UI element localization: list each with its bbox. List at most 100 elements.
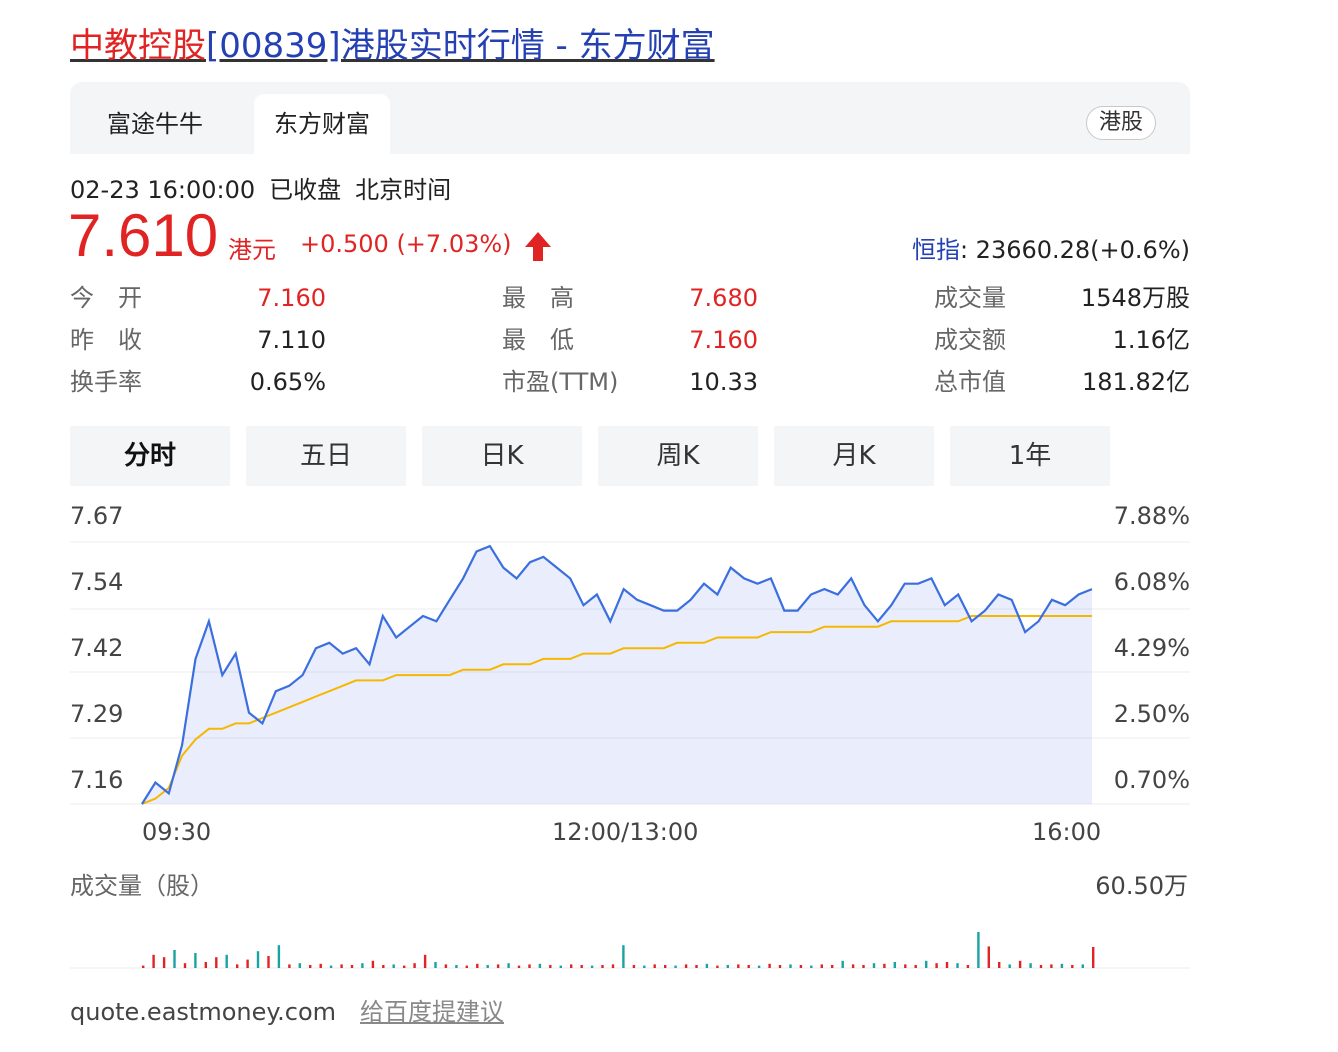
last-price: 7.610 [68,202,219,269]
volume-bar [695,965,698,968]
volume-bar [361,963,364,968]
price-area-fill [142,546,1092,804]
stat-prev-close-label: 昨 收 [70,326,142,354]
tab-daily-k[interactable]: 日K [422,426,582,486]
volume-bar [820,964,823,968]
volume-bar [162,957,166,968]
stat-prev-close: 昨 收 7.110 [70,320,326,362]
volume-bar [152,954,155,968]
volume-bar [194,953,197,968]
volume-bar [340,964,343,968]
volume-bar [413,963,416,968]
volume-bar [643,965,646,968]
page-title-link[interactable]: 中教控股[00839]港股实时行情 - 东方财富 [70,24,715,68]
tab-intraday[interactable]: 分时 [70,426,230,486]
volume-bar [580,965,583,968]
stat-amount-label: 成交额 [934,326,1006,354]
volume-bar [183,963,187,968]
up-arrow-icon [525,232,551,261]
volume-bar [737,964,740,968]
volume-bar [1018,960,1022,968]
volume-bar [747,965,750,968]
volume-bar [309,965,312,968]
volume-bar [925,960,928,968]
volume-bar [392,964,395,968]
volume-bar [716,965,719,968]
volume-bar [371,960,375,968]
stat-open: 今 开 7.160 [70,278,326,320]
footer: quote.eastmoney.com 给百度提建议 [70,992,504,1027]
volume-bar [236,964,239,968]
volume-bar [444,964,448,968]
stat-prev-close-value: 7.110 [257,326,326,354]
timezone-label: 北京时间 [355,176,452,204]
price-axis-label: 7.29 [70,700,124,728]
volume-bar [1071,965,1074,968]
quote-status: 02-23 16:00:00 已收盘 北京时间 [70,170,465,205]
volume-bar [998,962,1001,968]
volume-bar [486,965,489,968]
tab-weekly-k[interactable]: 周K [598,426,758,486]
stat-volume-value: 1548万股 [1080,284,1190,312]
tab-eastmoney[interactable]: 东方财富 [254,94,390,154]
tab-1year[interactable]: 1年 [950,426,1110,486]
tab-monthly-k[interactable]: 月K [774,426,934,486]
stat-open-value: 7.160 [257,284,326,312]
volume-bar [664,965,667,968]
volume-bar [632,965,636,968]
volume-bar [883,963,886,968]
volume-bar [862,965,865,968]
volume-bars [70,932,1190,969]
stat-low-value: 7.160 [689,326,758,354]
volume-bar [674,965,677,968]
stat-pe-value: 10.33 [689,368,758,396]
pct-axis-label: 2.50% [1113,700,1190,728]
volume-bar [288,964,291,968]
volume-bar [851,964,855,968]
chart-grid [70,541,1190,805]
stat-low-label: 最 低 [502,326,574,354]
stat-amount: 成交额 1.16亿 [934,320,1190,362]
volume-bar [768,963,771,968]
volume-bar [142,965,145,968]
feedback-link[interactable]: 给百度提建议 [360,998,505,1026]
stat-pe: 市盈(TTM) 10.33 [502,362,758,404]
stat-turnover-rate: 换手率 0.65% [70,362,326,404]
volume-bar [1092,947,1095,968]
volume-bar [601,965,604,968]
stat-turnover-rate-label: 换手率 [70,368,142,396]
hsi-index[interactable]: 恒指: 23660.28(+0.6%) [912,230,1190,265]
time-axis-label: 12:00/13:00 [552,818,699,846]
volume-bar [1060,963,1064,968]
price-axis-label: 7.16 [70,766,124,794]
time-axis-label: 09:30 [142,818,212,846]
stat-volume: 成交量 1548万股 [934,278,1190,320]
stat-amount-value: 1.16亿 [1112,326,1190,354]
title-stock-name: 中教控股 [70,26,206,66]
price-axis-label: 7.42 [70,634,124,662]
stat-mktcap-value: 181.82亿 [1082,368,1190,396]
volume-bar [872,963,876,968]
volume-title: 成交量（股） [70,872,214,900]
pct-axis-label: 0.70% [1113,766,1190,794]
volume-bar [476,963,479,968]
volume-bar [977,932,980,968]
volume-bar [225,954,228,968]
hsi-value: : 23660.28(+0.6%) [959,236,1190,264]
volume-bar [726,965,729,968]
volume-bar [423,954,427,968]
volume-bar [277,945,281,968]
tab-5day[interactable]: 五日 [246,426,406,486]
volume-bar [507,963,510,968]
title-rest: [00839]港股实时行情 - 东方财富 [206,26,715,66]
stat-mktcap-label: 总市值 [934,368,1006,396]
source-domain[interactable]: quote.eastmoney.com [70,998,337,1026]
volume-bar [778,965,782,968]
volume-bar [935,963,938,968]
volume-bar [1039,965,1043,968]
volume-bar [611,964,615,968]
tab-futu[interactable]: 富途牛牛 [107,110,203,138]
volume-bar [831,965,834,968]
volume-bar [549,965,552,968]
